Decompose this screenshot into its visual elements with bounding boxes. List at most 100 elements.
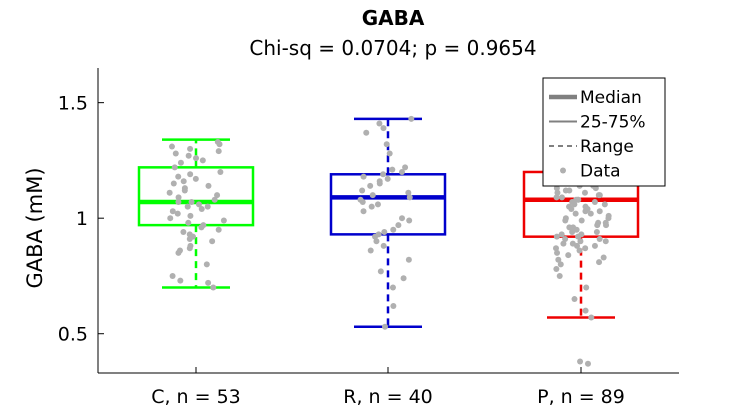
data-point: [192, 175, 199, 182]
data-point: [185, 219, 192, 226]
data-point: [376, 180, 383, 187]
data-point: [199, 157, 206, 164]
data-point: [584, 360, 591, 367]
data-point: [553, 185, 560, 192]
data-point: [209, 238, 216, 245]
data-point: [562, 235, 569, 242]
data-point: [587, 210, 594, 217]
data-point: [389, 166, 396, 173]
data-point: [596, 192, 603, 199]
data-point: [369, 192, 376, 199]
data-point: [386, 150, 393, 157]
data-point: [405, 256, 412, 263]
data-point: [372, 233, 379, 240]
data-point: [368, 203, 375, 210]
data-point: [214, 192, 221, 199]
data-point: [556, 272, 563, 279]
data-point: [185, 152, 192, 159]
data-point: [600, 254, 607, 261]
data-point: [592, 185, 599, 192]
data-point: [555, 256, 562, 263]
data-point: [553, 266, 560, 273]
data-point: [402, 164, 409, 171]
data-point: [390, 302, 397, 309]
data-point: [174, 210, 181, 217]
data-point: [186, 245, 193, 252]
data-point: [557, 261, 564, 268]
data-point: [574, 196, 581, 203]
chart-title: GABA: [362, 6, 425, 30]
data-point: [405, 189, 412, 196]
data-point: [367, 247, 374, 254]
data-point: [380, 125, 387, 132]
data-point: [593, 229, 600, 236]
data-point: [175, 249, 182, 256]
data-point: [399, 215, 406, 222]
legend-marker-data: [560, 167, 566, 174]
data-point: [395, 222, 402, 229]
data-point: [177, 277, 184, 284]
data-point: [205, 279, 212, 286]
y-tick-label: 0.5: [58, 324, 88, 346]
data-point: [359, 187, 366, 194]
legend-label-median: Median: [580, 88, 642, 108]
data-point: [552, 245, 559, 252]
data-point: [220, 217, 227, 224]
data-point: [591, 199, 598, 206]
data-point: [560, 240, 567, 247]
y-tick-label: 1.5: [58, 93, 88, 115]
data-point: [558, 194, 565, 201]
data-point: [596, 259, 603, 266]
data-point: [195, 201, 202, 208]
data-point: [562, 217, 569, 224]
data-point: [377, 268, 384, 275]
data-point: [582, 245, 589, 252]
data-point: [169, 208, 176, 215]
data-point: [389, 284, 396, 291]
data-point: [575, 233, 582, 240]
data-point: [367, 182, 374, 189]
data-point: [172, 150, 179, 157]
data-point: [602, 238, 609, 245]
data-point: [180, 178, 187, 185]
data-point: [583, 284, 590, 291]
box-group: [329, 115, 447, 330]
data-point: [406, 194, 413, 201]
data-point: [601, 201, 608, 208]
data-point: [384, 175, 391, 182]
box-group: [137, 138, 255, 291]
data-point: [205, 182, 212, 189]
data-point: [373, 238, 380, 245]
data-point: [380, 242, 387, 249]
data-point: [215, 226, 222, 233]
data-point: [574, 242, 581, 249]
data-point: [571, 296, 578, 303]
data-point: [577, 238, 584, 245]
data-point: [596, 235, 603, 242]
data-point: [568, 205, 575, 212]
data-point: [175, 173, 182, 180]
data-point: [187, 171, 194, 178]
legend: Median 25-75% Range Data: [542, 77, 666, 187]
data-point: [198, 224, 205, 231]
data-point: [398, 168, 405, 175]
data-point: [591, 242, 598, 249]
data-point: [186, 235, 193, 242]
data-point: [596, 208, 603, 215]
data-point: [181, 187, 188, 194]
data-point: [360, 173, 367, 180]
data-point: [605, 215, 612, 222]
y-tick-label: 1: [76, 208, 88, 230]
data-point: [381, 323, 388, 330]
data-point: [188, 199, 195, 206]
legend-label-range: Range: [580, 137, 634, 157]
data-point: [198, 205, 205, 212]
data-point: [380, 171, 387, 178]
data-point: [577, 358, 584, 365]
data-point: [210, 284, 217, 291]
data-point: [588, 314, 595, 321]
data-point: [553, 233, 560, 240]
data-point: [359, 199, 366, 206]
data-point: [215, 148, 222, 155]
data-point: [582, 307, 589, 314]
